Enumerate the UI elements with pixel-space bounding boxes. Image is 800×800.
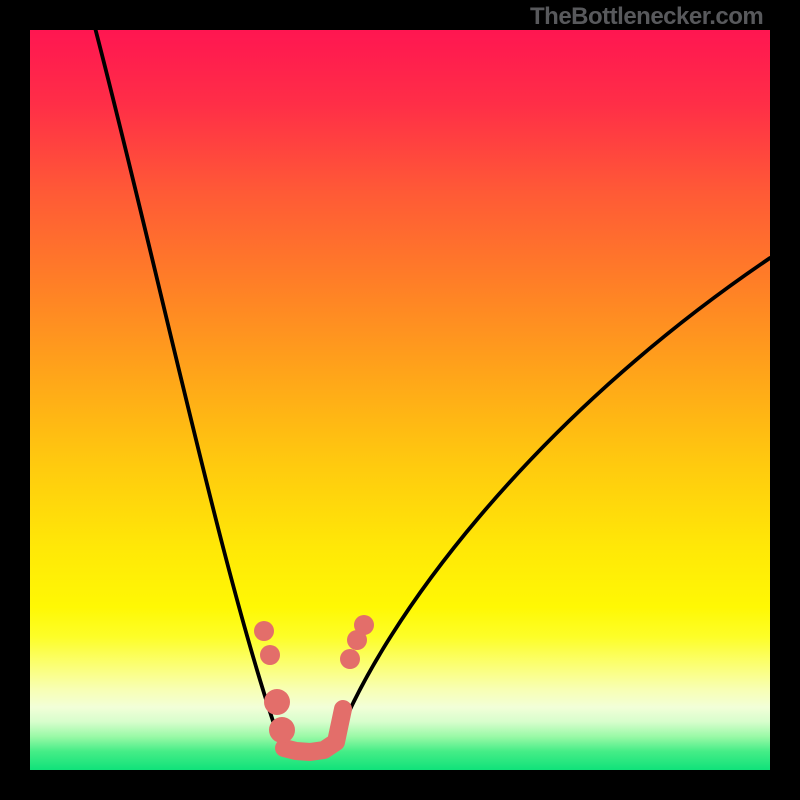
chart-svg bbox=[30, 30, 770, 770]
curve-marker-dot bbox=[264, 689, 290, 715]
curve-marker-dot bbox=[269, 717, 295, 743]
curve-marker-dot bbox=[254, 621, 274, 641]
gradient-background bbox=[30, 30, 770, 770]
curve-marker-dot bbox=[260, 645, 280, 665]
plot-area bbox=[30, 30, 770, 770]
curve-marker-dot bbox=[354, 615, 374, 635]
watermark-text: TheBottlenecker.com bbox=[530, 3, 763, 31]
curve-marker-dot bbox=[340, 649, 360, 669]
